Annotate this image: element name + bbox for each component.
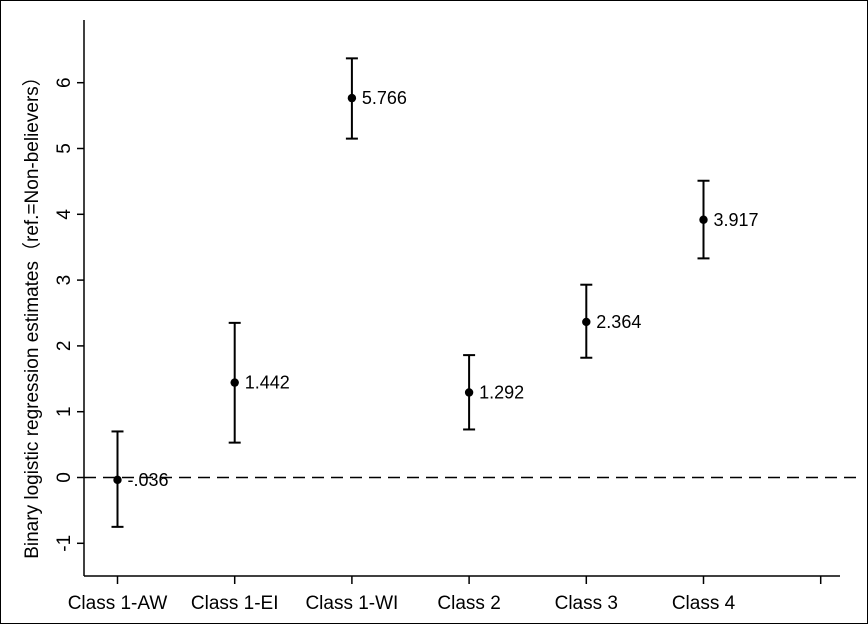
y-ticks: -1 0 1 2 3 4 5 6: [54, 77, 84, 552]
x-tick-label: Class 1-AW: [68, 593, 168, 614]
x-tick-label: Class 2: [437, 593, 500, 614]
x-tick-label: Class 1-EI: [191, 593, 279, 614]
y-tick-label: 3: [54, 275, 75, 286]
estimate-point: [699, 215, 708, 224]
x-tick-label: Class 3: [555, 593, 618, 614]
estimate-point: [464, 388, 474, 397]
y-tick-label: 5: [54, 143, 75, 154]
estimate-point: [113, 475, 122, 485]
estimate-point: [347, 93, 357, 103]
y-tick-label: -1: [54, 535, 75, 552]
estimate-label: 1.292: [479, 382, 524, 402]
estimate-label: -.036: [128, 470, 169, 490]
x-ticks: Class 1-AW Class 1-EI Class 1-WI Class 2 Cla…: [68, 576, 822, 614]
y-axis-label: Binary logistic regression estimates（ref…: [21, 67, 43, 559]
estimate-labels: -.036 1.442 5.766 1.292 2.364 3.917: [128, 88, 759, 490]
x-tick-label: Class 4: [672, 593, 736, 614]
estimate-label: 1.442: [245, 373, 290, 393]
estimate-label: 3.917: [714, 210, 759, 230]
y-tick-label: 1: [54, 406, 75, 417]
x-tick-label: Class 1-WI: [305, 593, 398, 614]
estimate-label: 2.364: [596, 312, 641, 332]
y-tick-label: 4: [54, 209, 75, 220]
estimate-point: [582, 317, 591, 327]
y-tick-label: 6: [54, 77, 75, 88]
estimate-point: [230, 378, 239, 387]
estimate-label: 5.766: [362, 88, 407, 108]
error-bars: [111, 57, 710, 528]
y-tick-label: 0: [54, 472, 75, 483]
y-tick-label: 2: [54, 341, 75, 352]
plot-axes: [83, 20, 840, 577]
estimate-points: [113, 93, 708, 485]
